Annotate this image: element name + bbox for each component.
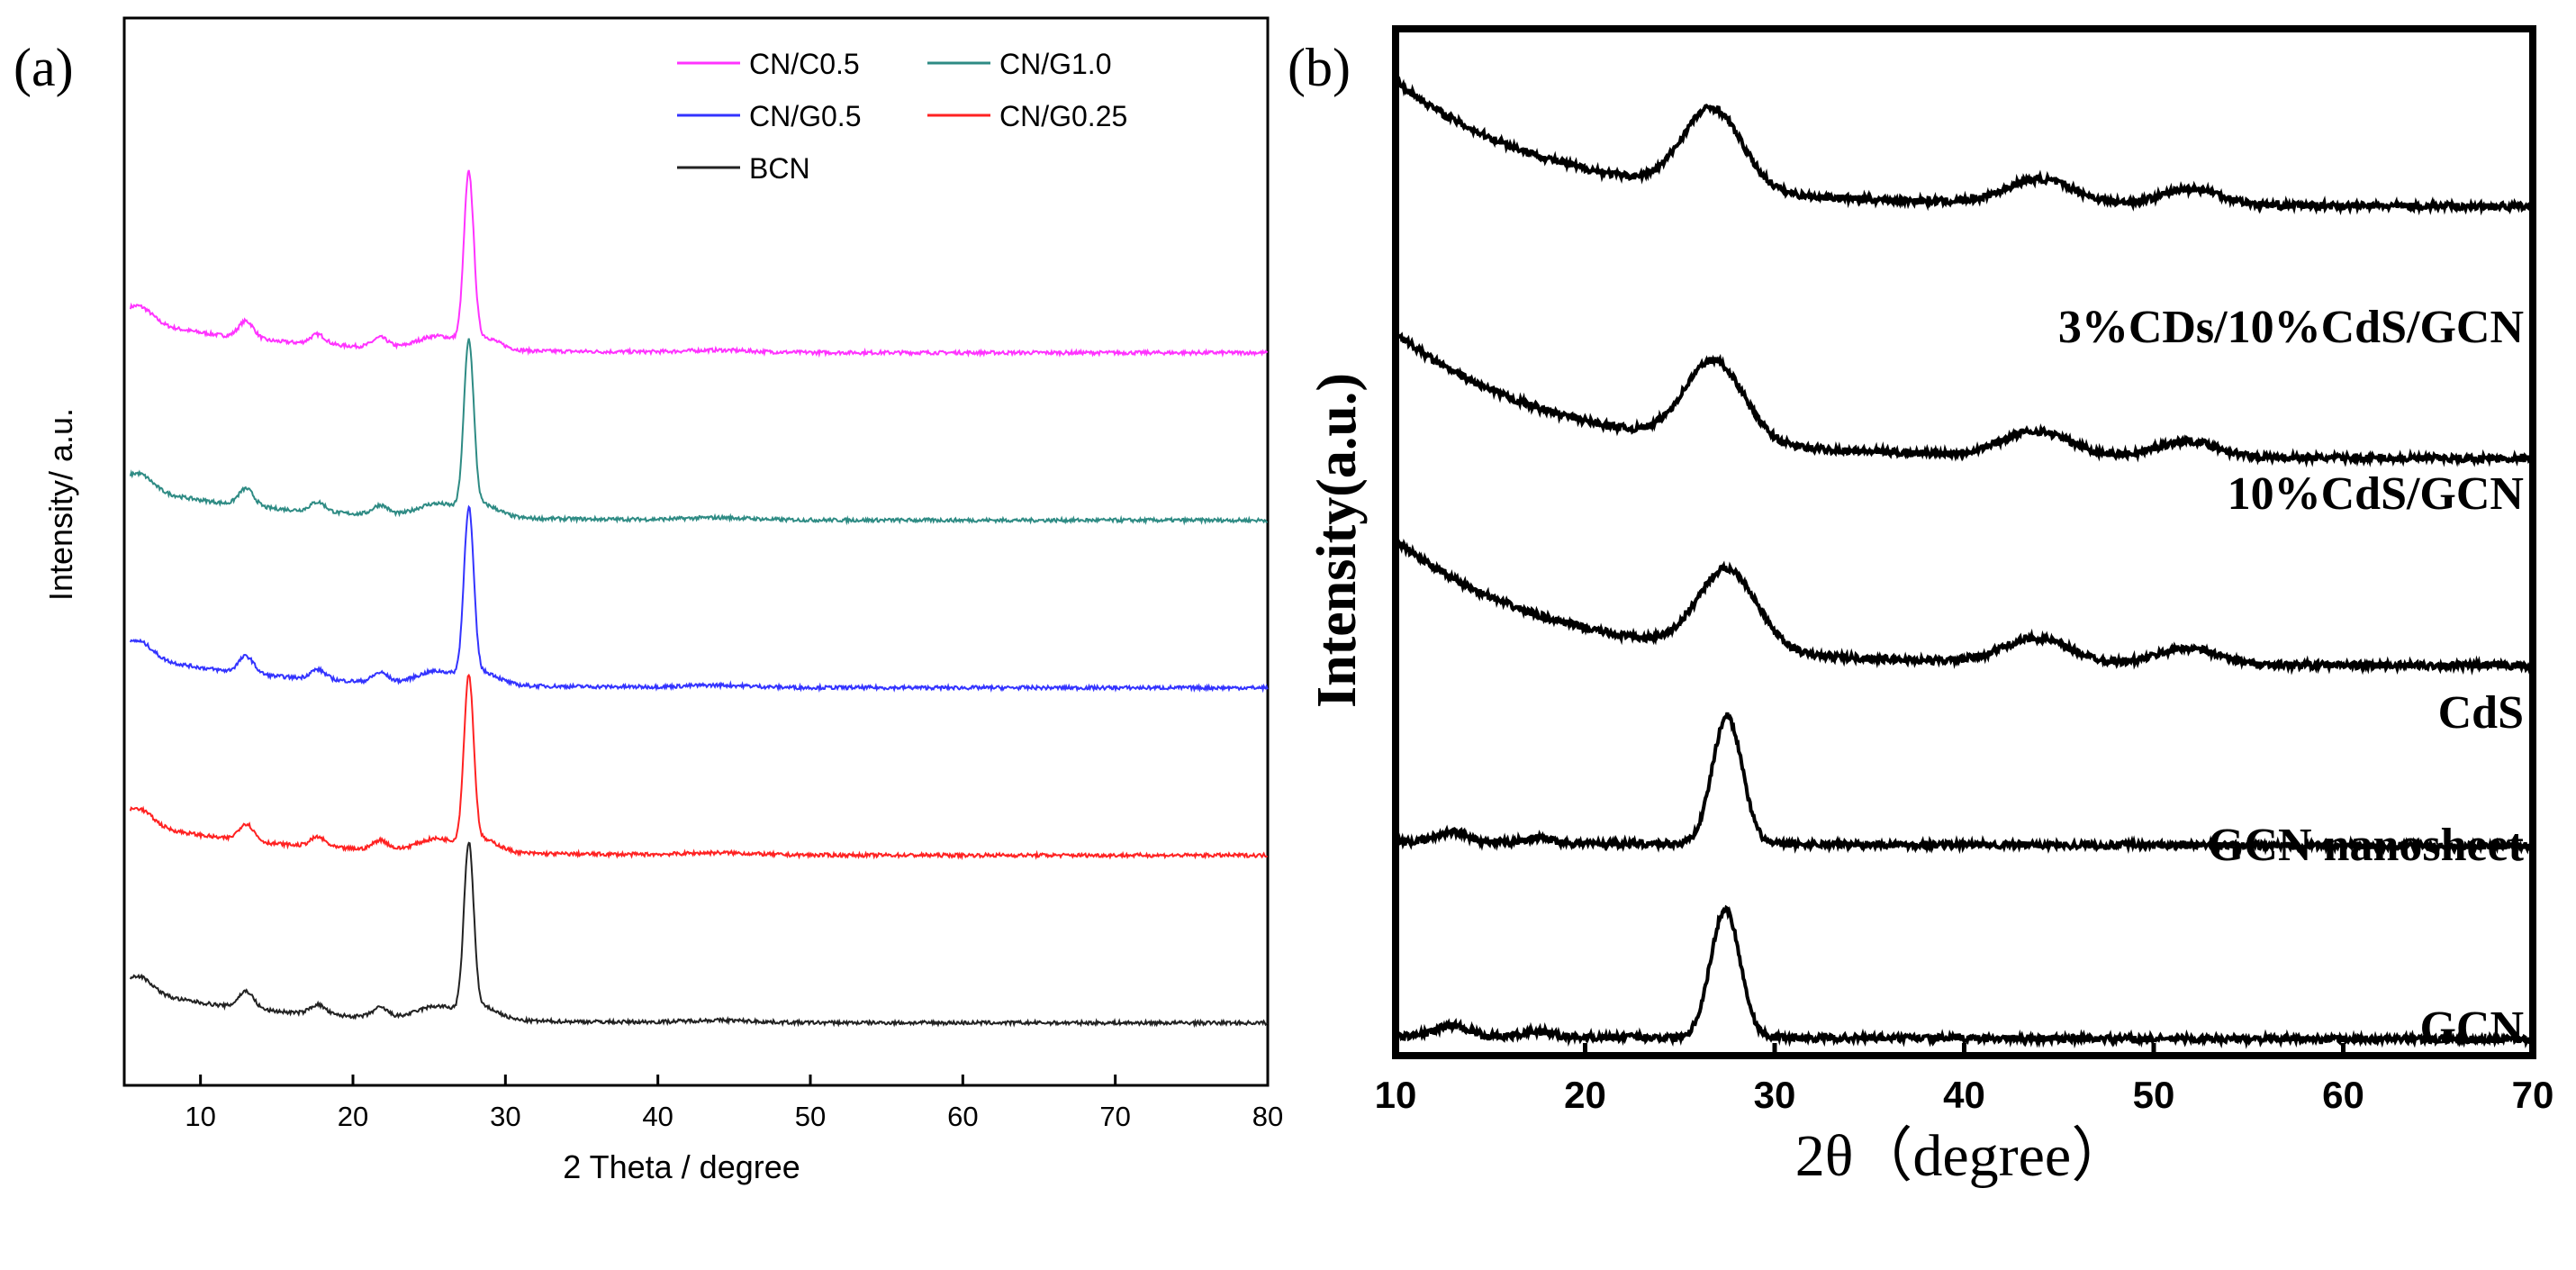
x-tick-label: 50 [795, 1101, 826, 1132]
panel-a-y-axis-label: Intensity/ a.u. [42, 408, 79, 601]
series-label-10-cds-gcn: 10%CdS/GCN [2228, 468, 2524, 520]
series-line-cn-g0-5 [129, 504, 1269, 694]
legend-label-cn-g10: CN/G1.0 [999, 48, 1111, 80]
series-line-cds [1395, 536, 2535, 676]
x-tick-label: 20 [338, 1101, 368, 1132]
x-tick-label: 10 [185, 1101, 215, 1132]
panel-a-legend: CN/C0.5 CN/G1.0 CN/G0.5 CN/G0.25 BCN [677, 48, 1127, 185]
series-line-cn-g0-25 [129, 673, 1268, 861]
panel-b-x-ticks: 10 20 30 40 50 60 70 [1375, 1043, 2554, 1116]
panel-a-frame [122, 16, 1270, 1087]
panel-a-x-ticks: 10 20 30 40 50 60 70 80 [185, 1075, 1283, 1132]
series-line-bcn [129, 841, 1269, 1029]
x-tick-label: 60 [947, 1101, 978, 1132]
series-line-gcn [1394, 904, 2535, 1049]
series-label-gcn: GCN [2419, 1002, 2524, 1054]
x-tick-label: 70 [1099, 1101, 1130, 1132]
x-tick-label: 40 [1943, 1074, 1985, 1116]
series-line-cn-c0-5 [129, 169, 1269, 358]
legend-label-bcn: BCN [749, 152, 810, 185]
x-tick-label: 40 [642, 1101, 673, 1132]
panel-a-curves [129, 169, 1269, 1029]
panel-b-frame [1392, 25, 2536, 1059]
x-tick-label: 10 [1375, 1074, 1417, 1116]
x-tick-label: 80 [1252, 1101, 1283, 1132]
x-tick-label: 30 [1754, 1074, 1796, 1116]
legend-label-cn-c05: CN/C0.5 [749, 48, 860, 80]
x-tick-label: 70 [2512, 1074, 2554, 1116]
panel-a-label: (a) [14, 38, 74, 97]
legend-label-cn-g025: CN/G0.25 [999, 100, 1127, 132]
panel-b-series-labels: 3%CDs/10%CdS/GCN 10%CdS/GCN CdS GCN nanoshe… [2058, 302, 2525, 1054]
series-label-3-cds-10-cds-gcn: 3%CDs/10%CdS/GCN [2058, 302, 2524, 353]
series-label-gcn-nanosheet: GCN nanosheet [2208, 820, 2525, 871]
x-tick-label: 30 [490, 1101, 520, 1132]
panel-b-x-axis-label: 2θ（degree） [1795, 1123, 2130, 1189]
x-tick-label: 60 [2322, 1074, 2364, 1116]
panel-b-label: (b) [1288, 38, 1351, 97]
x-tick-label: 20 [1564, 1074, 1606, 1116]
panel-b-y-axis-label: Intensity(a.u.) [1306, 373, 1368, 708]
series-line-3-cds-10-cds-gcn [1394, 76, 2535, 216]
panel-b: (b) 10 20 30 40 50 60 70 3%CDs/10%CdS/GCN 10%Cd… [1288, 25, 2554, 1189]
x-tick-label: 50 [2133, 1074, 2175, 1116]
series-label-cds: CdS [2438, 687, 2524, 739]
panel-b-curves [1394, 76, 2535, 1049]
series-line-10-cds-gcn [1394, 329, 2535, 468]
legend-label-cn-g05: CN/G0.5 [749, 100, 861, 132]
series-line-gcn-nanosheet [1394, 712, 2535, 856]
panel-a-x-axis-label: 2 Theta / degree [563, 1148, 800, 1185]
series-line-cn-g1-0 [129, 338, 1268, 526]
panel-a: (a) 10 20 30 40 50 60 70 80 2 Theta / degree In… [14, 16, 1283, 1185]
